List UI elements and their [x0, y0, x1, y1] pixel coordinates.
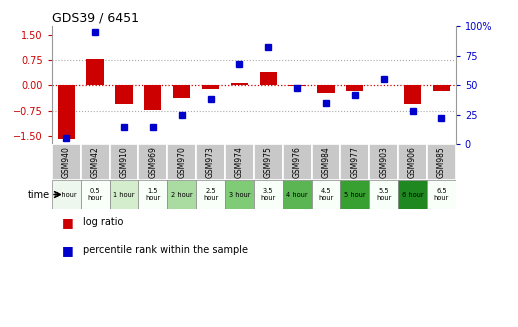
Bar [318, 85, 335, 93]
Text: GSM969: GSM969 [148, 146, 157, 178]
Text: 3.5
hour: 3.5 hour [261, 188, 276, 201]
Bar [52, 180, 81, 209]
Text: GSM976: GSM976 [293, 146, 301, 178]
Text: GSM942: GSM942 [91, 146, 99, 178]
Text: ■: ■ [62, 216, 74, 229]
Bar [254, 180, 283, 209]
Text: 5.5
hour: 5.5 hour [376, 188, 391, 201]
Text: GSM906: GSM906 [408, 146, 417, 178]
Text: 5 hour: 5 hour [344, 192, 366, 198]
Text: 1.5
hour: 1.5 hour [145, 188, 161, 201]
Bar [138, 180, 167, 209]
Text: ■: ■ [62, 244, 74, 257]
Bar [427, 180, 456, 209]
Text: GSM973: GSM973 [206, 146, 215, 178]
Bar [225, 180, 254, 209]
Bar [289, 85, 306, 86]
Text: GSM975: GSM975 [264, 146, 273, 178]
Bar [340, 180, 369, 209]
Text: GSM984: GSM984 [322, 146, 330, 178]
Bar [173, 85, 190, 98]
Text: log ratio: log ratio [83, 217, 123, 227]
Bar [340, 144, 369, 180]
Text: GSM903: GSM903 [379, 146, 388, 178]
Text: GSM970: GSM970 [177, 146, 186, 178]
Bar [167, 144, 196, 180]
Bar [225, 144, 254, 180]
Bar [427, 144, 456, 180]
Text: 6 hour: 6 hour [402, 192, 423, 198]
Bar [369, 144, 398, 180]
Text: GDS39 / 6451: GDS39 / 6451 [52, 12, 139, 25]
Bar [196, 144, 225, 180]
Bar [433, 85, 450, 91]
Bar [254, 144, 283, 180]
Text: 1 hour: 1 hour [113, 192, 135, 198]
Text: GSM940: GSM940 [62, 146, 71, 178]
Bar [369, 180, 398, 209]
Text: 0.5
hour: 0.5 hour [88, 188, 103, 201]
Text: GSM977: GSM977 [350, 146, 359, 178]
Text: 2.5
hour: 2.5 hour [203, 188, 218, 201]
Bar [202, 85, 219, 89]
Text: 3 hour: 3 hour [228, 192, 250, 198]
Text: GSM974: GSM974 [235, 146, 244, 178]
Text: GSM985: GSM985 [437, 146, 446, 178]
Bar [138, 144, 167, 180]
Bar [116, 85, 133, 104]
Bar [87, 59, 104, 85]
Bar [81, 180, 109, 209]
Bar [260, 72, 277, 85]
Bar [196, 180, 225, 209]
Bar [283, 180, 311, 209]
Bar [81, 144, 109, 180]
Bar [311, 144, 340, 180]
Text: time: time [28, 190, 50, 199]
Text: 0 hour: 0 hour [55, 192, 77, 198]
Bar [311, 180, 340, 209]
Text: 6.5
hour: 6.5 hour [434, 188, 449, 201]
Text: 4 hour: 4 hour [286, 192, 308, 198]
Text: 2 hour: 2 hour [171, 192, 193, 198]
Bar [52, 144, 81, 180]
Bar [398, 180, 427, 209]
Bar [109, 180, 138, 209]
Bar [283, 144, 311, 180]
Bar [109, 144, 138, 180]
Bar [346, 85, 364, 91]
Bar [398, 144, 427, 180]
Text: percentile rank within the sample: percentile rank within the sample [83, 245, 248, 255]
Bar [57, 85, 75, 139]
Bar [167, 180, 196, 209]
Bar [144, 85, 162, 110]
Bar [404, 85, 421, 104]
Text: GSM910: GSM910 [120, 146, 128, 178]
Text: 4.5
hour: 4.5 hour [319, 188, 334, 201]
Bar [231, 82, 248, 85]
